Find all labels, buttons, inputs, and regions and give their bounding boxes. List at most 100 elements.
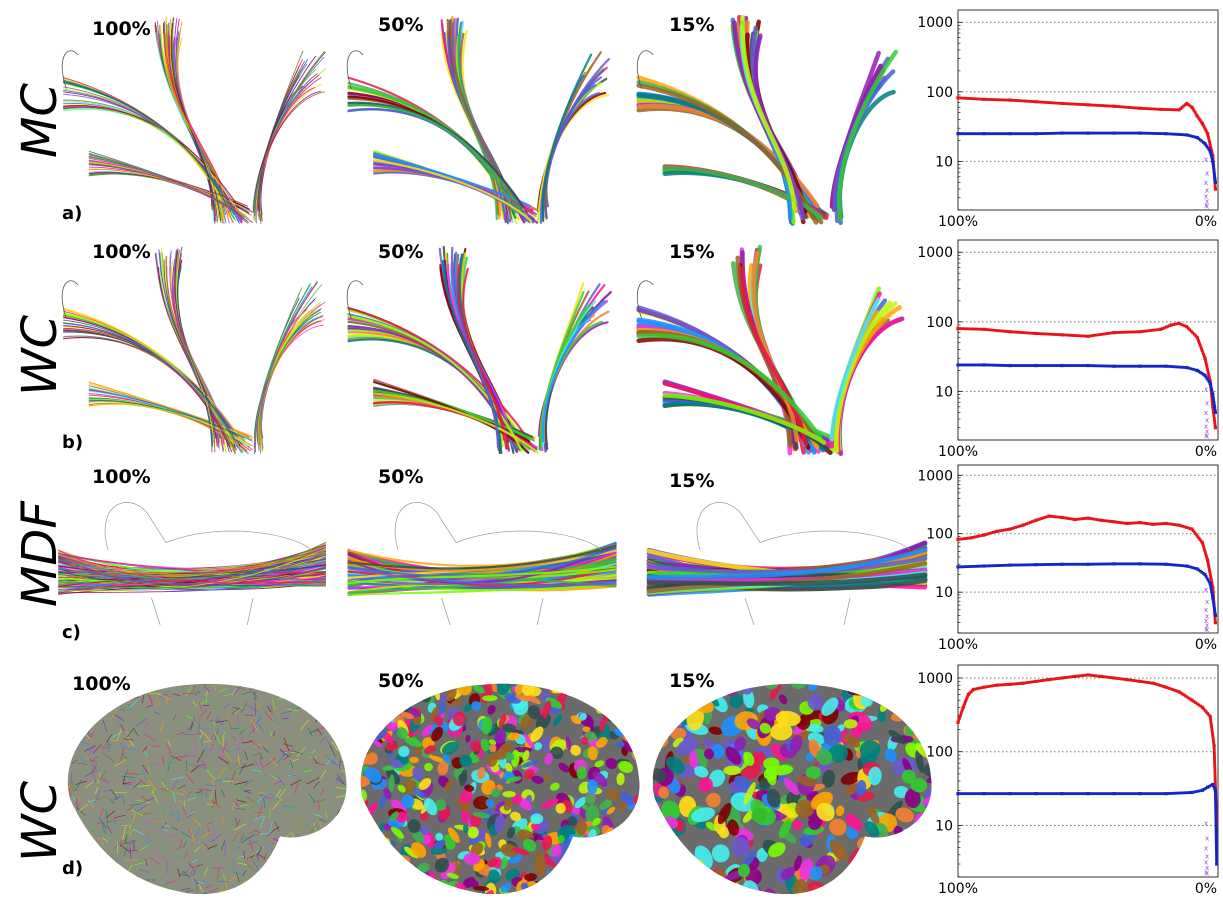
red-marker bbox=[996, 98, 1000, 102]
tail-marker: x bbox=[1204, 201, 1208, 209]
blue-marker bbox=[1134, 364, 1138, 368]
red-marker bbox=[1116, 105, 1120, 108]
red-marker bbox=[1165, 108, 1169, 111]
red-marker bbox=[1204, 358, 1207, 362]
red-data-point bbox=[1060, 333, 1064, 337]
blue-marker bbox=[1212, 784, 1216, 788]
red-data-point bbox=[1213, 426, 1217, 430]
red-marker bbox=[1213, 420, 1217, 424]
red-marker bbox=[1197, 117, 1201, 121]
red-marker bbox=[1100, 332, 1104, 336]
blue-marker bbox=[1114, 131, 1118, 135]
blue-marker bbox=[1214, 828, 1218, 832]
tail-marker: x bbox=[1204, 845, 1208, 853]
blue-marker bbox=[1016, 364, 1020, 367]
blue-marker bbox=[976, 132, 980, 136]
red-marker bbox=[960, 96, 964, 100]
red-marker bbox=[1147, 681, 1151, 685]
red-marker bbox=[978, 686, 982, 690]
blue-data-point bbox=[1185, 564, 1189, 568]
blue-marker bbox=[978, 564, 982, 568]
red-marker bbox=[984, 328, 988, 331]
red-data-point bbox=[982, 685, 986, 689]
tail-marker: x bbox=[1205, 427, 1209, 435]
red-marker bbox=[1212, 414, 1216, 418]
red-marker bbox=[1110, 676, 1114, 680]
blue-marker bbox=[1036, 563, 1040, 567]
red-marker bbox=[1172, 523, 1175, 526]
blue-marker bbox=[1204, 574, 1208, 578]
red-data-point bbox=[1099, 674, 1103, 679]
blue-marker bbox=[1002, 563, 1006, 567]
blue-marker bbox=[1212, 165, 1215, 169]
tail-marker: x bbox=[1205, 598, 1209, 606]
red-marker bbox=[1179, 322, 1183, 326]
blue-marker bbox=[1212, 171, 1216, 175]
plot-frame bbox=[957, 9, 1219, 211]
red-marker bbox=[1078, 103, 1082, 106]
blue-marker bbox=[1120, 364, 1124, 368]
red-marker bbox=[988, 684, 991, 688]
blue-marker bbox=[1006, 563, 1010, 567]
red-marker bbox=[1210, 726, 1214, 730]
red-marker bbox=[966, 694, 970, 698]
blue-marker bbox=[1104, 792, 1108, 796]
red-marker bbox=[1064, 102, 1068, 106]
blue-marker bbox=[1076, 364, 1080, 367]
red-marker bbox=[1133, 679, 1136, 683]
red-marker bbox=[1213, 617, 1217, 621]
blue-marker bbox=[1044, 792, 1048, 796]
red-marker bbox=[1114, 105, 1118, 108]
blue-marker bbox=[1210, 592, 1214, 596]
tail-marker: x bbox=[1205, 864, 1209, 872]
blue-marker bbox=[1078, 792, 1082, 796]
red-marker bbox=[1195, 533, 1199, 537]
blue-marker bbox=[964, 363, 968, 367]
red-marker bbox=[1069, 675, 1073, 679]
blue-data-point bbox=[1213, 613, 1217, 618]
blue-marker bbox=[1213, 173, 1216, 177]
red-marker bbox=[1161, 327, 1164, 330]
red-marker bbox=[1071, 675, 1075, 679]
red-data-point bbox=[956, 537, 960, 541]
blue-marker bbox=[1124, 792, 1128, 796]
y-tick-label: 1000 bbox=[917, 671, 953, 687]
red-marker bbox=[1110, 520, 1114, 523]
red-marker bbox=[1051, 515, 1055, 518]
blue-marker bbox=[1082, 792, 1086, 796]
blue-marker bbox=[1207, 580, 1211, 584]
x-tick-label-start: 100% bbox=[938, 637, 978, 653]
blue-marker bbox=[1050, 792, 1054, 796]
red-marker bbox=[1175, 689, 1179, 693]
blue-marker bbox=[1187, 565, 1191, 569]
blue-marker bbox=[1102, 131, 1106, 135]
red-data-point bbox=[1159, 107, 1163, 111]
blue-marker bbox=[1214, 844, 1218, 848]
blue-marker bbox=[1136, 364, 1140, 368]
blue-marker bbox=[1000, 564, 1004, 567]
red-marker bbox=[1006, 528, 1010, 531]
blue-data-point bbox=[1034, 792, 1038, 796]
blue-marker bbox=[1174, 791, 1178, 795]
blue-marker bbox=[980, 363, 984, 367]
blue-marker bbox=[1162, 792, 1166, 796]
red-marker bbox=[1162, 522, 1166, 525]
blue-marker bbox=[1132, 562, 1136, 566]
blue-marker bbox=[1036, 792, 1040, 796]
blue-marker bbox=[1209, 584, 1212, 588]
red-marker bbox=[1166, 325, 1170, 328]
blue-marker bbox=[972, 792, 976, 796]
red-marker bbox=[1134, 106, 1138, 110]
blue-marker bbox=[1154, 792, 1158, 796]
blue-marker bbox=[1022, 563, 1026, 567]
red-marker bbox=[1040, 332, 1044, 336]
red-marker bbox=[1012, 526, 1016, 530]
red-marker bbox=[990, 684, 993, 688]
red-marker bbox=[962, 537, 965, 541]
tract-render-b-15 bbox=[636, 244, 905, 456]
red-marker bbox=[1134, 521, 1138, 525]
red-marker bbox=[1212, 411, 1215, 414]
red-data-point bbox=[956, 720, 960, 724]
red-marker bbox=[1206, 560, 1210, 564]
